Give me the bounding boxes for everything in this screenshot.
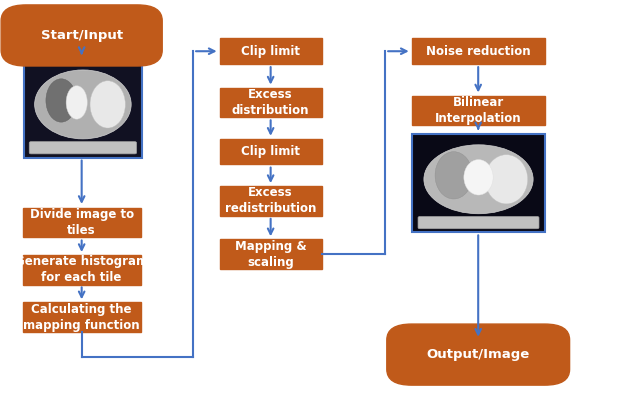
- Ellipse shape: [66, 86, 88, 119]
- Text: Output/Image: Output/Image: [427, 348, 530, 361]
- Text: Divide image to
tiles: Divide image to tiles: [30, 208, 134, 237]
- Ellipse shape: [90, 81, 125, 128]
- FancyBboxPatch shape: [1, 5, 162, 66]
- Text: Mapping &
scaling: Mapping & scaling: [235, 240, 306, 269]
- Text: Excess
distribution: Excess distribution: [232, 88, 309, 117]
- Ellipse shape: [435, 152, 472, 199]
- FancyBboxPatch shape: [412, 134, 545, 232]
- Ellipse shape: [46, 79, 76, 122]
- Text: Generate histogram
for each tile: Generate histogram for each tile: [15, 255, 148, 284]
- FancyBboxPatch shape: [23, 208, 140, 237]
- Text: Start/Input: Start/Input: [40, 29, 123, 42]
- Text: Clip limit: Clip limit: [241, 45, 300, 58]
- Ellipse shape: [424, 145, 533, 214]
- FancyBboxPatch shape: [23, 255, 140, 284]
- Text: Excess
redistribution: Excess redistribution: [225, 186, 316, 216]
- FancyBboxPatch shape: [219, 88, 322, 117]
- Text: Noise reduction: Noise reduction: [426, 45, 530, 58]
- FancyBboxPatch shape: [418, 217, 539, 229]
- Ellipse shape: [35, 70, 131, 139]
- FancyBboxPatch shape: [219, 39, 322, 64]
- FancyBboxPatch shape: [411, 39, 545, 64]
- Text: Calculating the
mapping function: Calculating the mapping function: [23, 303, 140, 332]
- FancyBboxPatch shape: [23, 303, 140, 332]
- FancyBboxPatch shape: [387, 324, 570, 385]
- Ellipse shape: [464, 160, 493, 195]
- Ellipse shape: [485, 155, 528, 204]
- FancyBboxPatch shape: [411, 96, 545, 125]
- Text: Clip limit: Clip limit: [241, 145, 300, 158]
- Text: Bilinear
Interpolation: Bilinear Interpolation: [435, 96, 522, 125]
- FancyBboxPatch shape: [24, 59, 142, 158]
- FancyBboxPatch shape: [219, 186, 322, 216]
- FancyBboxPatch shape: [219, 239, 322, 269]
- FancyBboxPatch shape: [29, 142, 137, 154]
- FancyBboxPatch shape: [219, 139, 322, 165]
